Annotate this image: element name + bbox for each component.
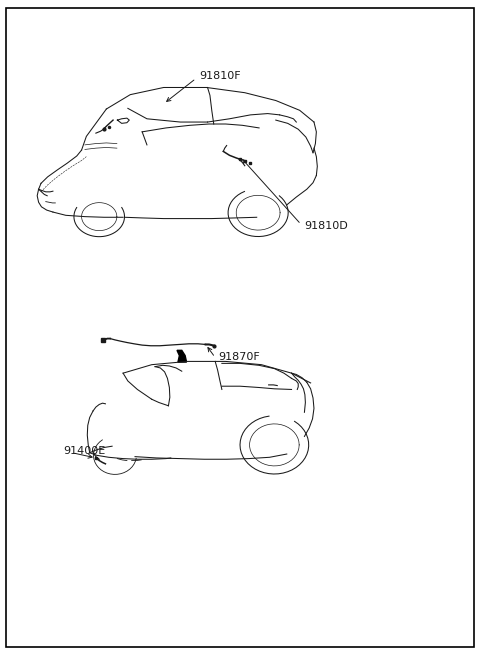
Polygon shape	[177, 350, 187, 362]
Text: 91810F: 91810F	[199, 71, 241, 81]
Text: 91870F: 91870F	[218, 352, 260, 362]
Text: 91400E: 91400E	[63, 447, 106, 457]
Text: 91810D: 91810D	[304, 221, 348, 231]
